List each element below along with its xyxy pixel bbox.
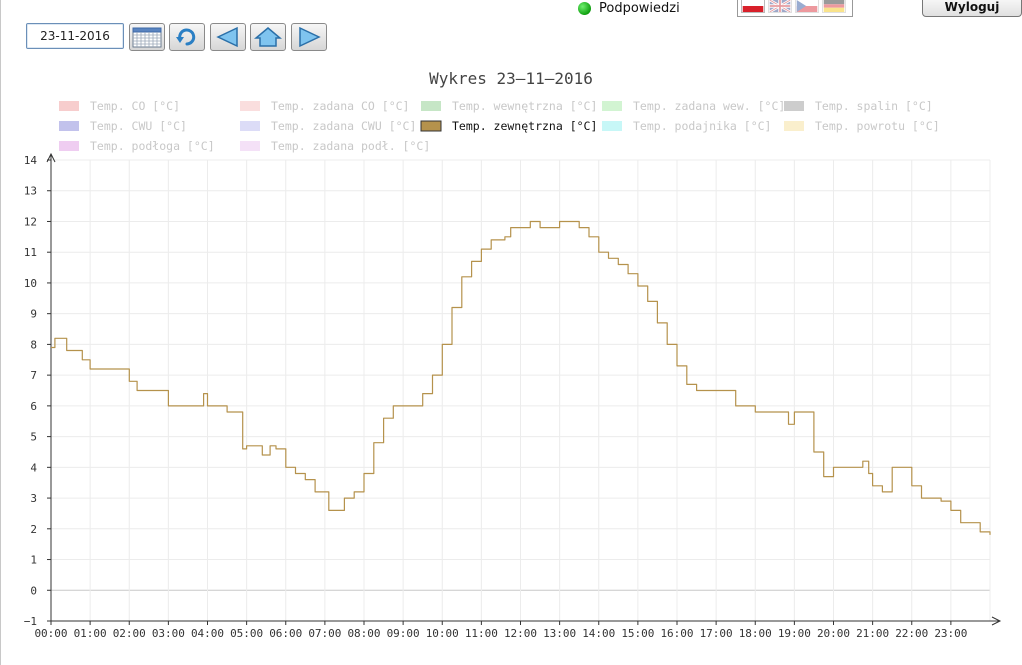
legend-item-label[interactable]: Temp. zadana CWU [°C]	[271, 119, 416, 133]
y-tick-label: 7	[30, 369, 37, 382]
x-tick-label: 03:00	[152, 627, 185, 640]
flag-de-icon[interactable]	[822, 0, 846, 13]
x-axis-arrow-icon	[991, 616, 1002, 626]
x-tick-label: 18:00	[739, 627, 772, 640]
y-tick-label: 1	[30, 554, 37, 567]
legend-swatch[interactable]	[602, 101, 622, 111]
x-tick-label: 16:00	[660, 627, 693, 640]
y-tick-label: 10	[24, 277, 37, 290]
hints-toggle[interactable]: Podpowiedzi	[578, 0, 680, 16]
series-line-temp-zewnetrzna	[51, 220, 991, 535]
y-tick-label: 9	[30, 308, 37, 321]
y-tick-label: 4	[30, 461, 37, 474]
temperature-chart: Wykres 23–11–2016 Temp. CO [°C] Temp. zad…	[24, 69, 1002, 640]
y-tick-label: 14	[24, 154, 38, 167]
legend-item-label[interactable]: Temp. zadana wew. [°C]	[633, 99, 785, 113]
x-axis-labels: 00:00 01:00 02:00 03:00 04:00 05:00 06:00 07:00…	[34, 627, 967, 640]
arrow-right-icon	[299, 26, 321, 48]
chart-title: Wykres 23–11–2016	[429, 69, 593, 88]
arrow-left-icon	[216, 26, 238, 48]
legend-swatch[interactable]	[784, 121, 804, 131]
x-tick-label: 20:00	[817, 627, 850, 640]
x-tick-label: 06:00	[269, 627, 302, 640]
home-icon	[254, 27, 282, 47]
x-tick-label: 02:00	[113, 627, 146, 640]
legend-swatch[interactable]	[421, 101, 441, 111]
legend-swatch[interactable]	[240, 141, 260, 151]
home-button[interactable]	[250, 23, 286, 51]
x-tick-label: 07:00	[308, 627, 341, 640]
y-tick-label: 5	[30, 431, 37, 444]
chart-grid	[50, 159, 991, 622]
chart-series	[51, 220, 991, 535]
legend-swatch[interactable]	[420, 120, 442, 132]
flag-pl-icon[interactable]	[741, 0, 765, 13]
y-tick-label: 12	[24, 215, 37, 228]
x-tick-label: 15:00	[621, 627, 654, 640]
legend-item-label[interactable]: Temp. CWU [°C]	[90, 119, 187, 133]
language-selector	[737, 0, 853, 17]
flag-cz-icon[interactable]	[795, 0, 819, 13]
next-day-button[interactable]	[291, 23, 327, 51]
y-tick-label: 2	[30, 523, 37, 536]
x-tick-label: 22:00	[895, 627, 928, 640]
y-tick-label: 6	[30, 400, 37, 413]
refresh-button[interactable]	[169, 23, 205, 51]
chart-axes	[46, 152, 1002, 626]
prev-day-button[interactable]	[210, 23, 246, 51]
y-tick-label: 0	[30, 584, 37, 597]
x-tick-label: 13:00	[543, 627, 576, 640]
y-axis-arrow-icon	[46, 152, 56, 163]
x-tick-label: 23:00	[934, 627, 967, 640]
y-tick-label: −1	[24, 615, 37, 628]
legend-swatch[interactable]	[240, 121, 260, 131]
legend-swatch[interactable]	[602, 121, 622, 131]
refresh-icon	[176, 28, 196, 46]
legend-item-label[interactable]: Temp. CO [°C]	[90, 99, 180, 113]
x-tick-label: 11:00	[465, 627, 498, 640]
calendar-button[interactable]	[129, 23, 165, 51]
flag-en-icon[interactable]	[768, 0, 792, 13]
x-tick-label: 01:00	[74, 627, 107, 640]
legend-swatch[interactable]	[240, 101, 260, 111]
legend-item-label[interactable]: Temp. spalin [°C]	[815, 99, 933, 113]
x-tick-label: 05:00	[230, 627, 263, 640]
date-input[interactable]	[26, 23, 124, 49]
x-tick-label: 00:00	[34, 627, 67, 640]
y-tick-label: 8	[30, 338, 37, 351]
x-tick-label: 12:00	[504, 627, 537, 640]
x-tick-label: 17:00	[700, 627, 733, 640]
legend-item-label[interactable]: Temp. wewnętrzna [°C]	[452, 99, 597, 113]
legend-item-label[interactable]: Temp. podłoga [°C]	[90, 139, 215, 153]
chart-legend: Temp. CO [°C] Temp. zadana CO [°C] Temp. w…	[59, 99, 940, 153]
calendar-icon	[132, 27, 162, 48]
legend-item-label[interactable]: Temp. zadana podł. [°C]	[271, 139, 430, 153]
legend-item-label[interactable]: Temp. powrotu [°C]	[815, 119, 940, 133]
y-tick-label: 3	[30, 492, 37, 505]
x-tick-label: 08:00	[347, 627, 380, 640]
legend-swatch[interactable]	[59, 121, 79, 131]
x-tick-label: 14:00	[582, 627, 615, 640]
legend-swatch[interactable]	[59, 101, 79, 111]
hints-label: Podpowiedzi	[599, 0, 680, 16]
x-tick-label: 09:00	[387, 627, 420, 640]
y-tick-label: 13	[24, 185, 37, 198]
legend-item-label[interactable]: Temp. zewnętrzna [°C]	[452, 119, 597, 133]
legend-item-label[interactable]: Temp. zadana CO [°C]	[271, 99, 409, 113]
legend-swatch[interactable]	[784, 101, 804, 111]
x-tick-label: 04:00	[191, 627, 224, 640]
logout-button[interactable]: Wyloguj	[922, 0, 1022, 17]
x-tick-label: 10:00	[426, 627, 459, 640]
legend-swatch[interactable]	[59, 141, 79, 151]
legend-item-label[interactable]: Temp. podajnika [°C]	[633, 119, 771, 133]
x-tick-label: 19:00	[778, 627, 811, 640]
x-tick-label: 21:00	[856, 627, 889, 640]
y-tick-label: 11	[24, 246, 37, 259]
left-border	[0, 0, 1, 665]
status-dot-icon	[578, 1, 591, 15]
